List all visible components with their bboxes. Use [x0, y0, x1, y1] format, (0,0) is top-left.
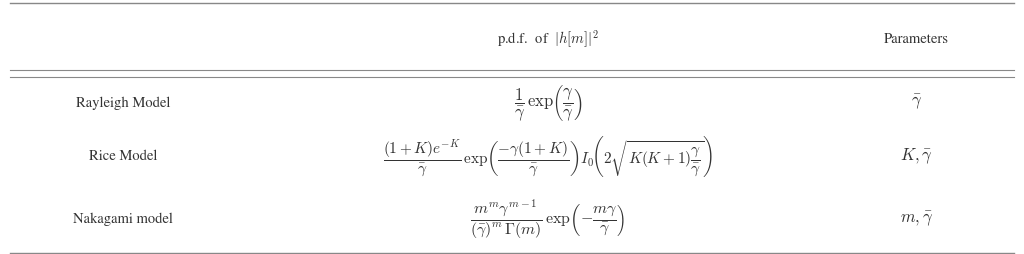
Text: p.d.f.  of  $|h[m]|^2$: p.d.f. of $|h[m]|^2$: [497, 29, 599, 50]
Text: $\dfrac{1}{\bar{\gamma}}\,\exp\!\left(\dfrac{\gamma}{\bar{\gamma}}\right)$: $\dfrac{1}{\bar{\gamma}}\,\exp\!\left(\d…: [513, 83, 583, 123]
Text: Rice Model: Rice Model: [89, 150, 157, 163]
Text: Rayleigh Model: Rayleigh Model: [76, 96, 170, 109]
Text: Parameters: Parameters: [884, 33, 949, 46]
Text: $K,\bar{\gamma}$: $K,\bar{\gamma}$: [900, 147, 933, 166]
Text: $\dfrac{(1+K)e^{-K}}{\bar{\gamma}}\,\exp\!\left(\dfrac{-\gamma(1+K)}{\bar{\gamma: $\dfrac{(1+K)e^{-K}}{\bar{\gamma}}\,\exp…: [383, 134, 713, 179]
Text: $m,\bar{\gamma}$: $m,\bar{\gamma}$: [900, 210, 933, 229]
Text: $\dfrac{m^m\gamma^{m-1}}{(\bar{\gamma})^m\,\Gamma(m)}\,\exp\!\left(-\dfrac{m\gam: $\dfrac{m^m\gamma^{m-1}}{(\bar{\gamma})^…: [470, 198, 626, 241]
Text: Nakagami model: Nakagami model: [73, 213, 173, 226]
Text: $\bar{\gamma}$: $\bar{\gamma}$: [911, 93, 922, 113]
